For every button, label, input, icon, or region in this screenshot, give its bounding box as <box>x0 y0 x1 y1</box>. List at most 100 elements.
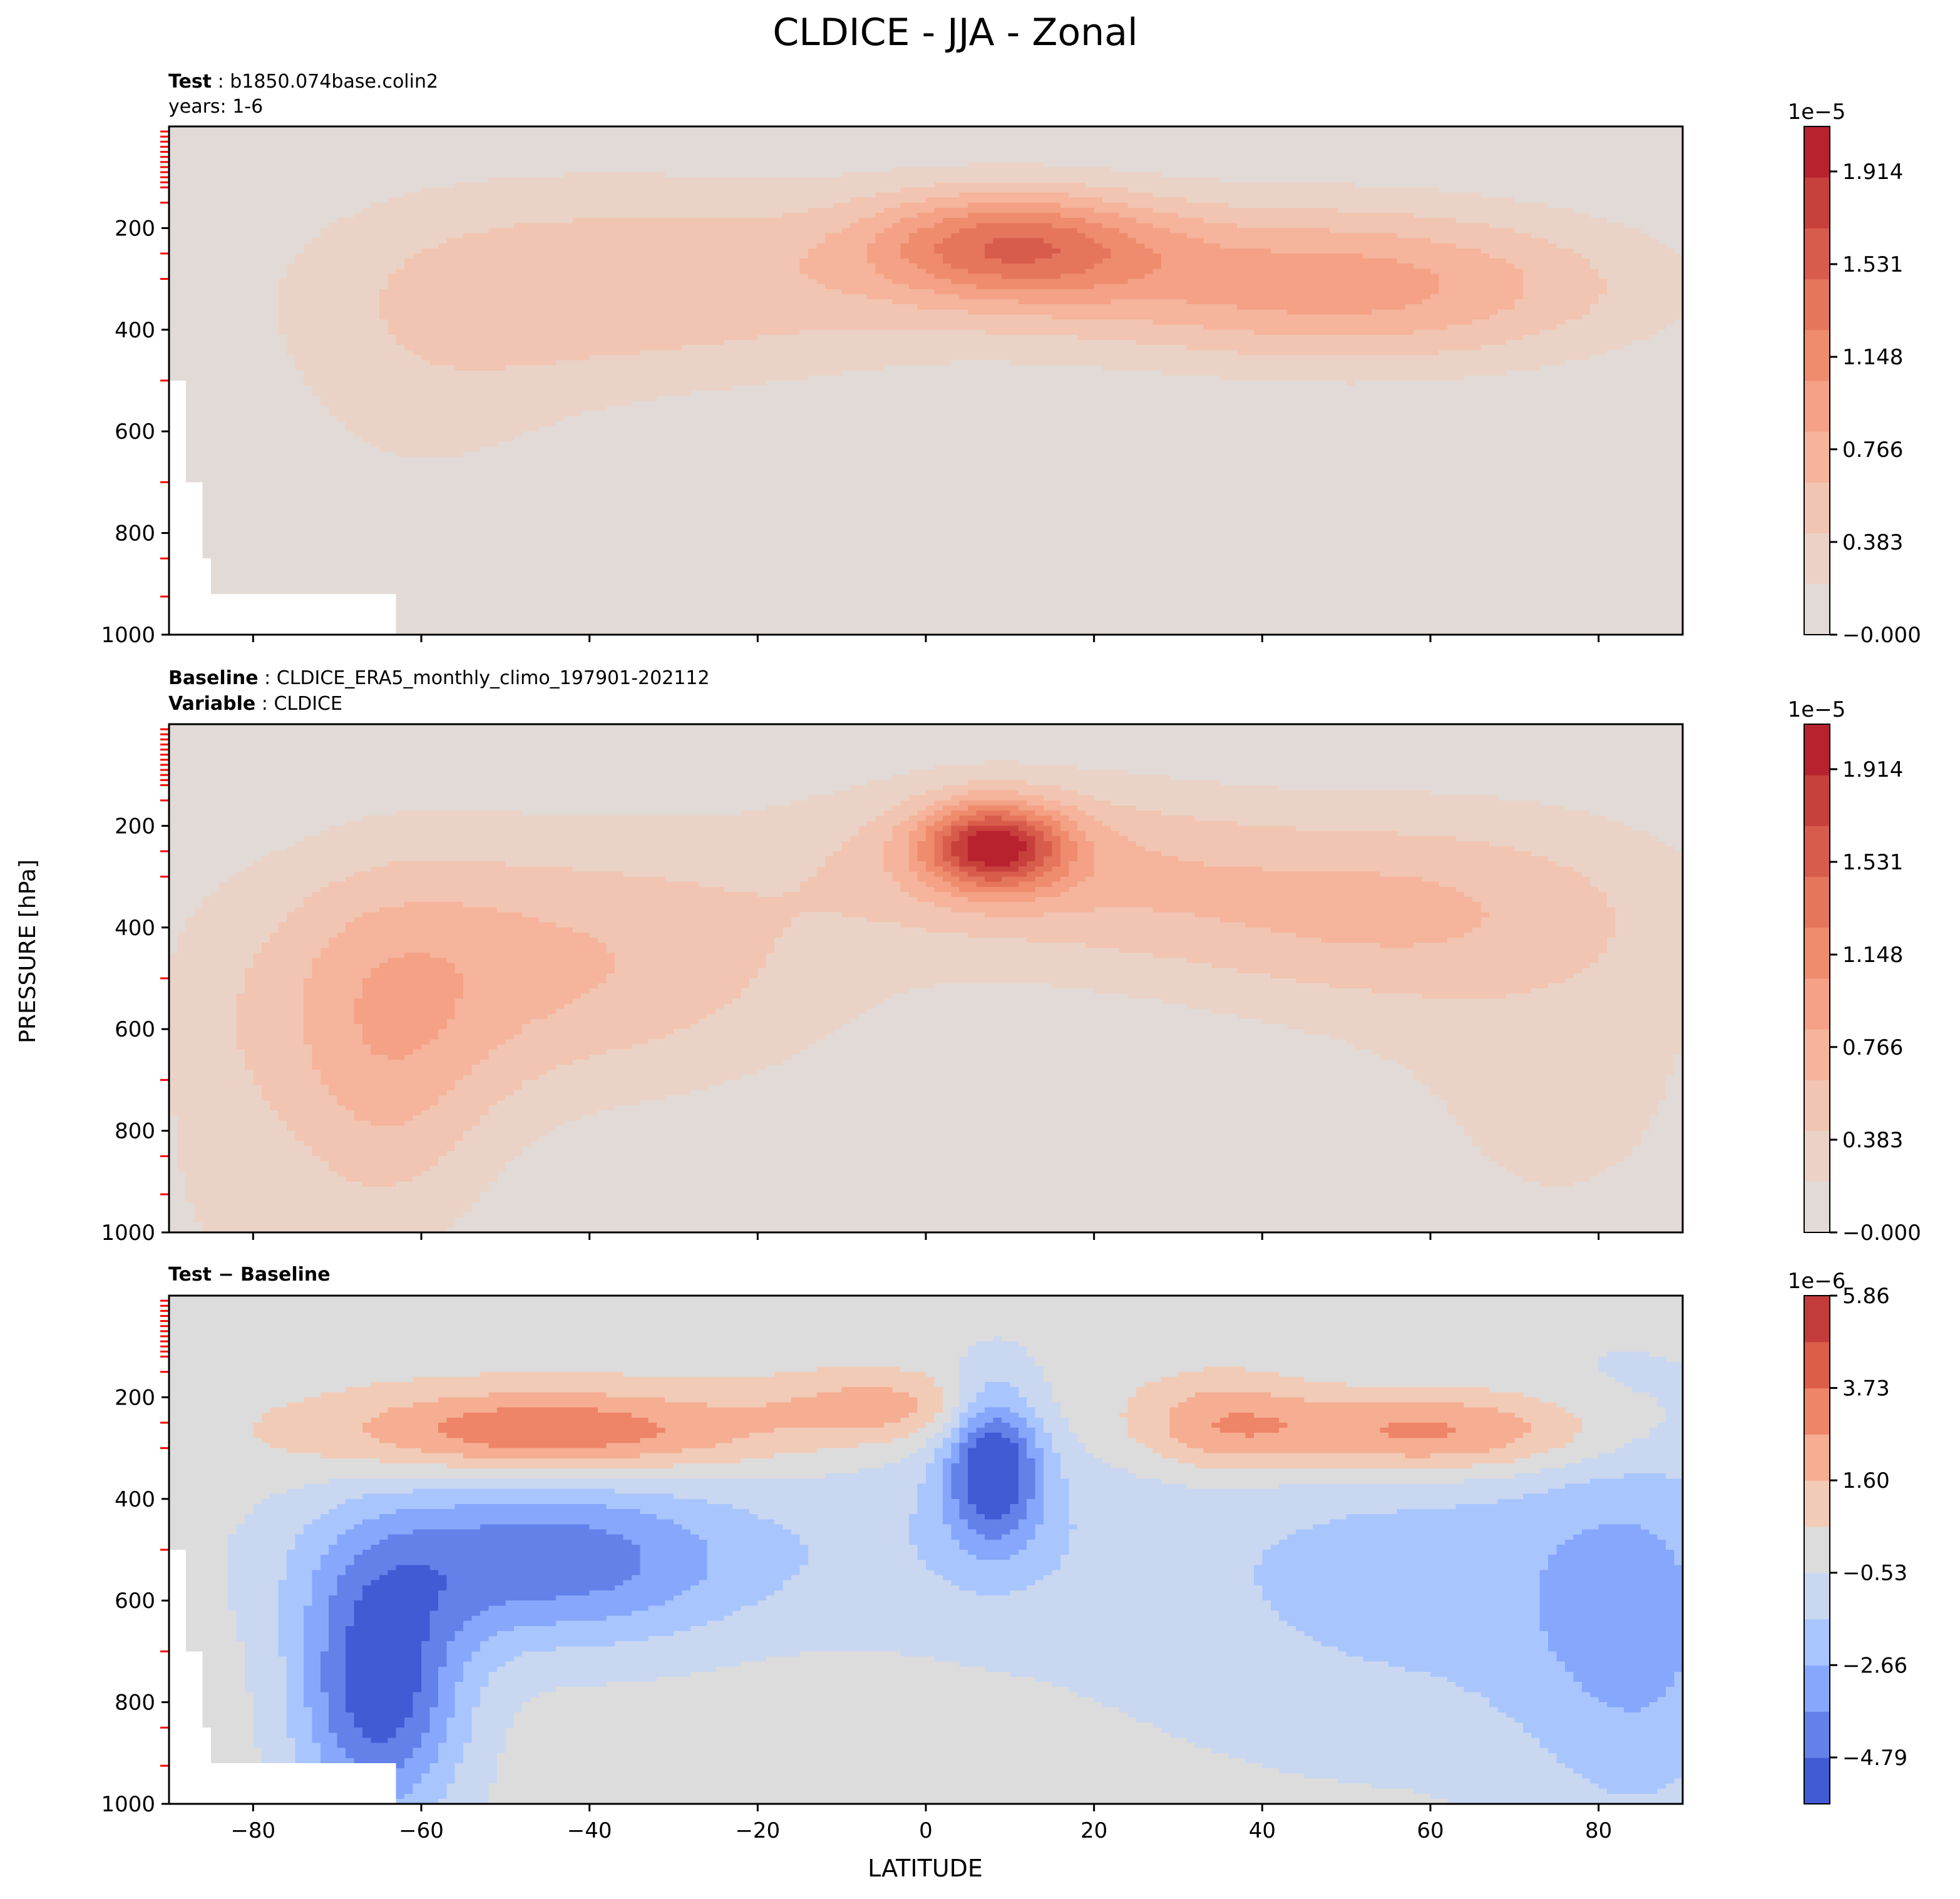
colorbar-tick-label: 1.531 <box>1842 252 1903 277</box>
colorbar-tick-label: −2.66 <box>1842 1653 1907 1678</box>
colorbar-level <box>1804 927 1830 979</box>
panel-info-line: Test − Baseline <box>168 1264 331 1286</box>
x-tick-label: −80 <box>230 1818 275 1843</box>
colorbar-level <box>1804 1130 1830 1182</box>
y-tick-label: 1000 <box>101 623 155 648</box>
panel-info-line: Test : b1850.074base.colin2 <box>168 71 438 93</box>
colorbar-tick-label: 1.148 <box>1842 345 1903 370</box>
colorbar-tick-label: 1.148 <box>1842 943 1903 968</box>
panel-info-line: Baseline : CLDICE_ERA5_monthly_climo_197… <box>168 667 710 689</box>
colorbar-level <box>1804 1296 1830 1343</box>
colorbar-level <box>1804 1527 1830 1574</box>
colorbar-tick-label: 1.60 <box>1842 1468 1890 1493</box>
x-tick-label: 20 <box>1080 1818 1107 1843</box>
colorbar-level <box>1804 1341 1830 1389</box>
y-tick-label: 400 <box>115 318 155 343</box>
colorbar-level <box>1804 126 1830 178</box>
x-tick-label: 80 <box>1585 1818 1612 1843</box>
colorbar-level <box>1804 228 1830 280</box>
colorbar-level <box>1804 724 1830 775</box>
x-tick-label: −40 <box>567 1818 612 1843</box>
colorbar-level <box>1804 177 1830 228</box>
colorbar-level <box>1804 826 1830 878</box>
y-tick-label: 800 <box>115 1691 155 1716</box>
colorbar-level <box>1804 381 1830 432</box>
colorbar-frame <box>1804 126 1830 635</box>
colorbar-level <box>1804 775 1830 826</box>
colorbar-tick-label: 3.73 <box>1842 1376 1890 1401</box>
colorbar-level <box>1804 431 1830 483</box>
y-tick-label: 200 <box>115 814 155 839</box>
panel-baseline: Baseline : CLDICE_ERA5_monthly_climo_197… <box>101 667 1921 1246</box>
y-tick-label: 800 <box>115 1119 155 1144</box>
figure-title: CLDICE - JJA - Zonal <box>772 11 1137 54</box>
colorbar-level <box>1804 1572 1830 1620</box>
y-tick-label: 200 <box>115 1385 155 1410</box>
y-tick-label: 400 <box>115 916 155 941</box>
colorbar-tick-label: 0.383 <box>1842 1128 1903 1153</box>
colorbar-level <box>1804 1029 1830 1080</box>
y-tick-label: 400 <box>115 1487 155 1512</box>
colorbar-frame <box>1804 724 1830 1233</box>
y-tick-label: 1000 <box>101 1792 155 1817</box>
colorbar-tick-label: 1.914 <box>1842 160 1903 185</box>
panel-info-line: Variable : CLDICE <box>168 693 342 715</box>
y-tick-label: 200 <box>115 216 155 241</box>
info-label: Test <box>168 71 212 93</box>
x-tick-label: −20 <box>735 1818 780 1843</box>
info-value: b1850.074base.colin2 <box>230 71 438 93</box>
colorbar-level <box>1804 583 1830 635</box>
y-tick-label: 600 <box>115 1589 155 1614</box>
x-axis-label: LATITUDE <box>868 1855 983 1882</box>
colorbar-tick-label: −0.000 <box>1842 623 1921 648</box>
info-separator: : <box>259 667 277 689</box>
y-tick-label: 800 <box>115 521 155 546</box>
colorbar-tick-label: 0.383 <box>1842 530 1903 555</box>
colorbar-tick-label: 5.86 <box>1842 1284 1890 1309</box>
y-tick-label: 1000 <box>101 1221 155 1246</box>
x-tick-label: 40 <box>1249 1818 1276 1843</box>
info-label: Variable <box>168 693 255 715</box>
colorbar-level <box>1804 1080 1830 1132</box>
colorbar-tick-label: 0.766 <box>1842 438 1903 463</box>
colorbar-level <box>1804 1388 1830 1435</box>
panel-test: Test : b1850.074base.colin2 years: 1-6 2… <box>101 71 1921 648</box>
colorbar-level <box>1804 1181 1830 1233</box>
colorbar-level <box>1804 876 1830 928</box>
colorbar-tick-label: 1.914 <box>1842 757 1903 782</box>
x-tick-label: 60 <box>1417 1818 1444 1843</box>
info-value: CLDICE <box>274 693 342 715</box>
y-axis-label: PRESSURE [hPa] <box>15 859 41 1043</box>
y-tick-label: 600 <box>115 419 155 444</box>
colorbar-scale-label: 1e−5 <box>1788 697 1846 722</box>
colorbar-level <box>1804 533 1830 585</box>
colorbar-level <box>1804 1434 1830 1481</box>
colorbar-level <box>1804 482 1830 534</box>
x-tick-label: 0 <box>919 1818 933 1843</box>
contour-field <box>169 126 1683 635</box>
info-separator: : <box>212 71 230 93</box>
contour-field <box>169 724 1683 1232</box>
colorbar-scale-label: 1e−5 <box>1788 100 1846 125</box>
info-value: years: 1-6 <box>168 96 263 118</box>
colorbar-tick-label: −0.000 <box>1842 1221 1921 1246</box>
colorbar-level <box>1804 1480 1830 1527</box>
y-tick-label: 600 <box>115 1017 155 1042</box>
colorbar-level <box>1804 279 1830 330</box>
colorbar-level <box>1804 1665 1830 1712</box>
colorbar-level <box>1804 1619 1830 1666</box>
info-label: Baseline <box>168 667 259 689</box>
contour-field <box>169 1296 1683 1804</box>
info-value: CLDICE_ERA5_monthly_climo_197901-202112 <box>277 667 710 689</box>
colorbar-scale-label: 1e−6 <box>1788 1269 1846 1294</box>
panel-info-line: years: 1-6 <box>168 96 263 118</box>
colorbar-level <box>1804 1711 1830 1758</box>
colorbar-tick-label: 0.766 <box>1842 1035 1903 1060</box>
colorbar-tick-label: −4.79 <box>1842 1746 1907 1771</box>
colorbar-frame <box>1804 1295 1830 1804</box>
colorbar-tick-label: −0.53 <box>1842 1561 1907 1586</box>
colorbar-level <box>1804 978 1830 1030</box>
x-tick-label: −60 <box>399 1818 444 1843</box>
